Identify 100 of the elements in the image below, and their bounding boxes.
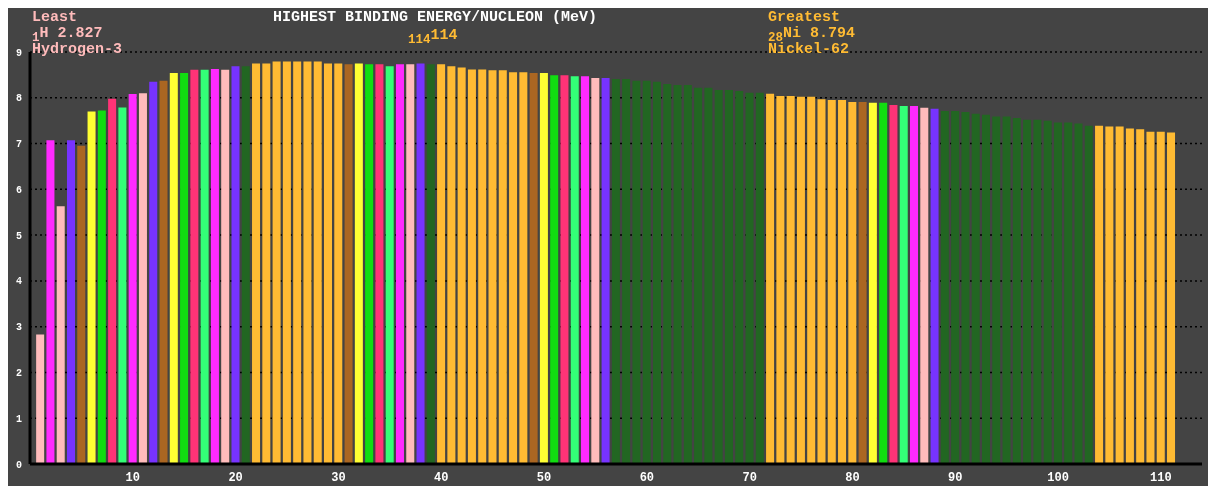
bar: [940, 111, 949, 464]
bar: [1095, 125, 1104, 464]
bar: [149, 81, 158, 464]
text: Greatest: [768, 9, 841, 26]
bar: [827, 100, 836, 464]
bar: [1146, 131, 1155, 464]
chart-title: HIGHEST BINDING ENERGY/NUCLEON (MeV): [273, 9, 598, 26]
bar: [971, 113, 980, 464]
bar: [848, 101, 857, 464]
bar: [807, 96, 816, 464]
bar: [889, 105, 898, 464]
text: $_{114}$114: [408, 27, 458, 48]
y-tick-label: 0: [15, 459, 22, 471]
y-tick-label: 4: [15, 276, 22, 288]
bar: [1064, 122, 1073, 464]
bar: [601, 78, 610, 464]
bar: [817, 99, 826, 464]
bar: [622, 79, 631, 464]
bar: [1053, 122, 1062, 464]
bar: [868, 102, 877, 464]
y-tick-label: 9: [15, 47, 22, 59]
bar: [1156, 131, 1165, 464]
bar: [1012, 117, 1021, 464]
bar: [108, 98, 117, 464]
bar: [1043, 120, 1052, 464]
bar: [56, 206, 65, 464]
annotation: Hydrogen-3: [32, 41, 123, 58]
bar: [981, 114, 990, 464]
bar: [200, 69, 209, 464]
bar: [1105, 126, 1114, 464]
bar: [961, 111, 970, 464]
bar: [766, 93, 775, 464]
bar: [437, 64, 446, 464]
bar: [776, 95, 785, 464]
bar: [365, 64, 374, 464]
bar: [354, 63, 363, 464]
bar: [858, 101, 867, 464]
bar: [509, 72, 518, 464]
bar: [272, 61, 281, 464]
bar: [581, 76, 590, 464]
x-tick-label: 80: [845, 470, 860, 485]
bar: [714, 90, 723, 464]
bar: [447, 66, 456, 464]
bar: [1125, 128, 1134, 464]
bar: [498, 70, 507, 464]
text: Least: [32, 9, 78, 26]
y-tick-label: 3: [15, 322, 22, 334]
bar: [683, 84, 692, 464]
x-tick-label: 50: [536, 470, 552, 485]
x-tick-label: 70: [742, 470, 757, 485]
bar: [1084, 125, 1093, 464]
bar: [529, 73, 538, 464]
bar: [426, 64, 435, 464]
bar: [735, 90, 744, 464]
bar: [992, 116, 1001, 464]
bar: [210, 68, 219, 464]
bar: [642, 80, 651, 464]
bar: [313, 61, 322, 464]
bar: [282, 61, 291, 464]
bar: [138, 93, 147, 464]
bar: [334, 63, 343, 464]
bar: [36, 334, 45, 464]
y-tick-label: 2: [15, 367, 22, 379]
bar: [252, 63, 261, 464]
bar: [786, 95, 795, 464]
bar: [838, 100, 847, 464]
y-tick-label: 8: [15, 93, 22, 105]
bar: [1002, 116, 1011, 464]
bar: [591, 78, 600, 464]
bar: [128, 94, 137, 464]
bar: [796, 96, 805, 464]
bar: [457, 67, 466, 464]
bar: [293, 61, 302, 464]
bar: [221, 69, 230, 464]
bar: [344, 64, 353, 464]
bar: [385, 66, 394, 464]
bar: [190, 69, 199, 464]
x-tick-label: 110: [1150, 470, 1172, 485]
bar: [1033, 119, 1042, 464]
bar: [611, 79, 620, 464]
bar: [416, 63, 425, 464]
bar: [899, 106, 908, 464]
y-tick-label: 7: [15, 139, 22, 151]
bar: [478, 69, 487, 464]
x-tick-label: 100: [1047, 470, 1069, 485]
bar: [46, 140, 55, 464]
bar: [1023, 119, 1032, 464]
bar: [632, 80, 641, 464]
x-tick-label: 30: [331, 470, 346, 485]
bar: [652, 81, 661, 464]
bar: [920, 107, 929, 464]
bar: [77, 145, 86, 464]
bar: [324, 63, 333, 464]
y-tick-label: 6: [15, 184, 22, 196]
x-tick-label: 40: [434, 470, 449, 485]
bar: [951, 111, 960, 464]
bar: [694, 87, 703, 464]
bar: [180, 73, 189, 464]
bar: [66, 140, 75, 464]
bar: [519, 72, 528, 464]
